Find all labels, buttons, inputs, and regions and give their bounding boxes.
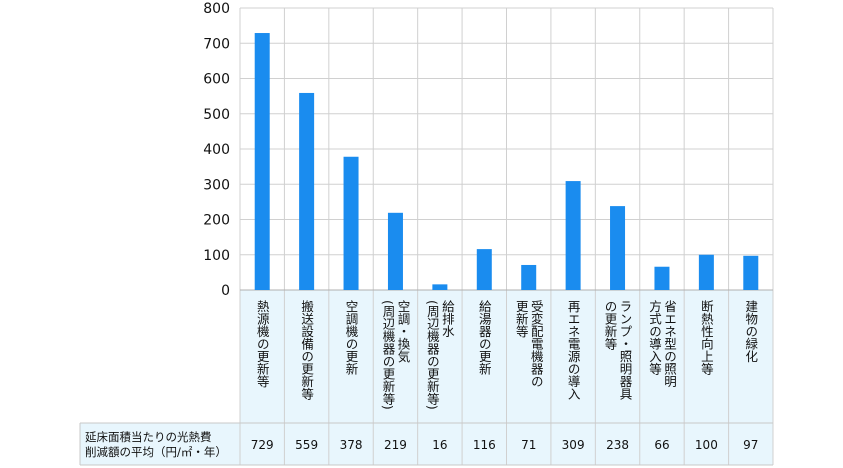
value-cell: 97 (743, 438, 758, 452)
y-tick-label: 800 (203, 1, 230, 17)
category-label: の更新等 (603, 300, 618, 350)
y-tick-label: 0 (221, 283, 230, 299)
category-label: 省エネ型の照明 (662, 300, 677, 388)
category-label: 受変配電機器の (529, 300, 544, 388)
bar (654, 266, 670, 290)
bar (299, 92, 315, 290)
bar (565, 181, 581, 290)
category-label: 給湯器の更新 (477, 300, 492, 375)
table-row-label-cell (80, 423, 240, 465)
category-label: 熱源機の更新等 (255, 300, 270, 388)
bar (343, 156, 359, 290)
value-cell: 71 (521, 438, 536, 452)
category-label: 断熱性向上等 (699, 299, 714, 375)
table-row-label: 削減額の平均（円/㎡・年） (85, 445, 227, 459)
y-tick-label: 200 (203, 213, 230, 229)
bar (476, 249, 492, 290)
value-cell: 116 (473, 438, 496, 452)
value-cell: 219 (384, 438, 407, 452)
y-tick-label: 700 (203, 36, 230, 52)
category-label: 空調機の更新 (344, 300, 359, 375)
y-tick-label: 400 (203, 142, 230, 158)
value-cell: 559 (295, 438, 318, 452)
table-row-label: 延床面積当たりの光熱費 (85, 430, 212, 444)
bar (387, 212, 403, 290)
y-tick-label: 600 (203, 72, 230, 88)
bar (698, 254, 714, 290)
category-label: 給排水 (440, 300, 455, 338)
bar (610, 206, 626, 290)
y-tick-label: 300 (203, 177, 230, 193)
value-cell: 100 (695, 438, 718, 452)
y-tick-label: 500 (203, 107, 230, 123)
bar (521, 264, 537, 290)
category-label: (周辺機器の更新等) (380, 300, 395, 410)
category-label: 再エネ電源の導入 (566, 300, 581, 400)
bar (254, 33, 270, 291)
bar (432, 284, 448, 290)
value-cell: 238 (606, 438, 629, 452)
category-label: ランプ・照明器具 (618, 300, 633, 400)
bar (743, 255, 759, 290)
category-label: 更新等 (514, 300, 529, 338)
value-cell: 16 (432, 438, 447, 452)
value-cell: 729 (251, 438, 274, 452)
category-label: 搬送設備の更新等 (299, 299, 314, 400)
category-label: 空調・換気 (395, 300, 410, 363)
category-label: (周辺機器の更新等) (425, 300, 440, 410)
y-tick-label: 100 (203, 248, 230, 264)
value-cell: 309 (562, 438, 585, 452)
category-label: 建物の緑化 (743, 300, 758, 363)
value-cell: 378 (340, 438, 363, 452)
category-label: 方式の導入等 (647, 299, 662, 375)
value-cell: 66 (654, 438, 669, 452)
